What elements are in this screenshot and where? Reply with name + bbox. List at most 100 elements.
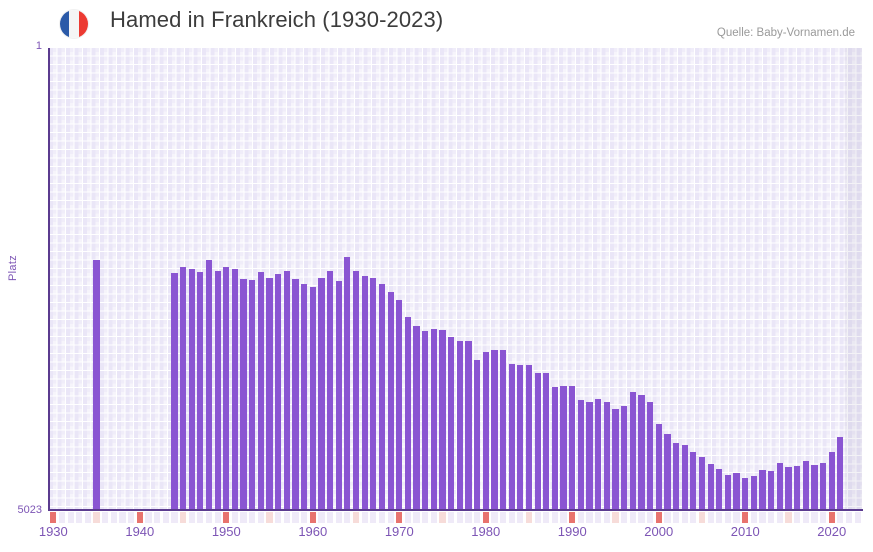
bar-1986[interactable] <box>534 372 541 510</box>
bar-1947[interactable] <box>197 272 204 510</box>
bar-2018[interactable] <box>811 464 818 510</box>
bar-1982[interactable] <box>499 350 507 510</box>
bar-1987[interactable] <box>543 373 550 510</box>
bar-1945[interactable] <box>179 266 187 510</box>
bar-2012[interactable] <box>759 470 766 510</box>
bar-1972[interactable] <box>413 325 420 510</box>
bar-1950[interactable] <box>223 266 230 510</box>
bar-1969[interactable] <box>387 291 394 510</box>
bar-1984[interactable] <box>517 364 524 510</box>
bar-1956[interactable] <box>275 273 282 510</box>
bar-1979[interactable] <box>474 359 481 510</box>
bar-2013[interactable] <box>768 471 775 510</box>
bar-1991[interactable] <box>577 400 584 510</box>
bar-1951[interactable] <box>231 268 239 510</box>
x-swatch-2015 <box>785 512 792 523</box>
bar-1974[interactable] <box>430 328 437 510</box>
bar-2011[interactable] <box>750 476 757 510</box>
x-swatch-1935 <box>93 512 100 523</box>
x-swatch-1941 <box>145 512 152 523</box>
bar-1988[interactable] <box>551 387 559 510</box>
bar-1953[interactable] <box>249 279 256 510</box>
bar-1955[interactable] <box>266 278 273 510</box>
x-swatch-1952 <box>240 512 247 523</box>
bar-1968[interactable] <box>378 283 386 510</box>
x-swatch-1979 <box>474 512 481 523</box>
bar-1985[interactable] <box>525 364 533 510</box>
bar-2016[interactable] <box>794 466 801 510</box>
bar-1965[interactable] <box>352 271 360 510</box>
bar-1995[interactable] <box>612 409 619 510</box>
bar-2003[interactable] <box>681 444 688 510</box>
bar-1992[interactable] <box>586 401 593 510</box>
bar-1966[interactable] <box>361 275 368 510</box>
bar-2020[interactable] <box>828 451 835 510</box>
bar-1997[interactable] <box>629 391 636 510</box>
bar-1963[interactable] <box>335 280 342 510</box>
x-swatch-1978 <box>465 512 472 523</box>
x-swatch-1963 <box>335 512 342 523</box>
x-swatch-1949 <box>214 512 221 523</box>
bar-2021[interactable] <box>837 436 844 510</box>
bar-1978[interactable] <box>465 341 472 510</box>
bar-1973[interactable] <box>422 330 429 510</box>
x-swatch-2013 <box>768 512 775 523</box>
x-swatch-1955 <box>266 512 273 523</box>
bar-1993[interactable] <box>595 398 602 510</box>
bar-1958[interactable] <box>292 278 299 510</box>
bar-1961[interactable] <box>318 278 325 510</box>
x-swatch-1940 <box>136 512 143 523</box>
bar-1954[interactable] <box>257 272 264 510</box>
bar-2008[interactable] <box>724 475 732 510</box>
bar-2004[interactable] <box>690 452 697 510</box>
bar-1998[interactable] <box>638 395 645 510</box>
bar-1962[interactable] <box>326 270 334 510</box>
bar-2009[interactable] <box>733 472 740 510</box>
bar-1952[interactable] <box>240 278 247 510</box>
bar-2006[interactable] <box>707 464 714 510</box>
bar-1990[interactable] <box>569 386 576 510</box>
bar-2005[interactable] <box>698 457 706 510</box>
bar-1957[interactable] <box>283 271 290 510</box>
bar-2002[interactable] <box>672 443 680 510</box>
bar-1935[interactable] <box>93 260 100 510</box>
bar-1949[interactable] <box>214 270 221 510</box>
bar-1989[interactable] <box>560 386 567 510</box>
bar-1999[interactable] <box>646 402 654 510</box>
bar-1959[interactable] <box>301 283 308 510</box>
bar-1981[interactable] <box>491 349 498 510</box>
bar-1971[interactable] <box>404 317 412 510</box>
bar-1976[interactable] <box>448 337 455 510</box>
bar-1975[interactable] <box>439 330 446 510</box>
bar-2000[interactable] <box>655 424 662 510</box>
bar-1980[interactable] <box>482 351 489 510</box>
bar-1996[interactable] <box>621 405 628 510</box>
x-swatch-1967 <box>370 512 377 523</box>
x-swatch-2021 <box>837 512 844 523</box>
bar-1964[interactable] <box>344 257 351 510</box>
bar-2014[interactable] <box>776 462 783 510</box>
bar-1948[interactable] <box>205 260 213 510</box>
bar-2010[interactable] <box>742 477 749 510</box>
bar-1944[interactable] <box>171 272 178 510</box>
bar-2001[interactable] <box>664 434 671 510</box>
bar-2007[interactable] <box>716 468 723 510</box>
x-swatch-1942 <box>153 512 161 523</box>
x-tick-label-1980: 1980 <box>471 524 501 539</box>
bar-1967[interactable] <box>370 277 377 510</box>
x-swatch-1982 <box>499 512 507 523</box>
x-swatch-2001 <box>664 512 671 523</box>
y-axis-bottom-label: 5023 <box>17 504 42 516</box>
bar-1946[interactable] <box>188 268 195 510</box>
x-swatch-1991 <box>577 512 584 523</box>
bar-1960[interactable] <box>309 287 316 510</box>
bar-1970[interactable] <box>396 299 403 510</box>
bar-1983[interactable] <box>508 363 515 510</box>
bar-2019[interactable] <box>819 463 827 510</box>
bar-2015[interactable] <box>785 467 792 510</box>
bar-1977[interactable] <box>456 341 463 510</box>
x-swatch-1951 <box>231 512 239 523</box>
x-swatch-1961 <box>318 512 325 523</box>
bar-1994[interactable] <box>603 401 610 510</box>
bar-2017[interactable] <box>802 460 809 510</box>
